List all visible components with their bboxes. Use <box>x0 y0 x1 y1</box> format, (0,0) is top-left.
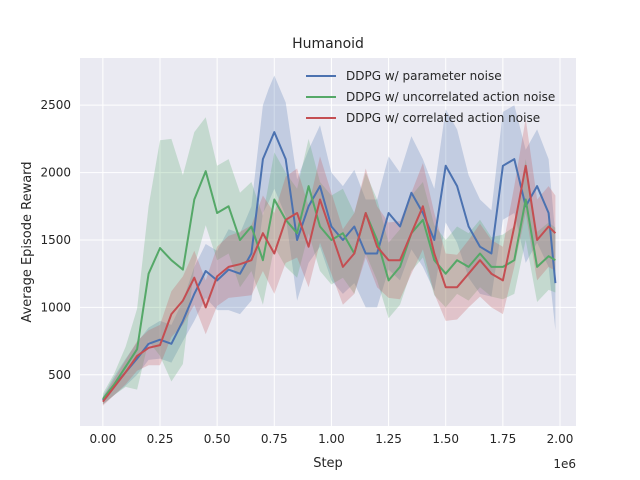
y-axis-label: Average Episode Reward <box>20 161 35 322</box>
series-band <box>102 75 556 405</box>
series-lines <box>102 131 557 403</box>
x-tick-label: 0.50 <box>204 432 231 446</box>
x-tick-label: 1.00 <box>318 432 345 446</box>
series-band <box>102 117 556 405</box>
y-tick-label: 2500 <box>40 98 71 112</box>
y-tick-label: 500 <box>48 368 71 382</box>
legend-label: DDPG w/ correlated action noise <box>346 111 540 125</box>
x-tick-label: 1.75 <box>489 432 516 446</box>
y-tick-label: 1500 <box>40 233 71 247</box>
x-tick-label: 0.75 <box>261 432 288 446</box>
x-tick-label: 1.25 <box>375 432 402 446</box>
series-line <box>102 170 556 400</box>
x-tick-label: 2.00 <box>547 432 574 446</box>
x-offset-label: 1e6 <box>553 457 576 471</box>
legend-label: DDPG w/ uncorrelated action noise <box>346 90 555 104</box>
y-tick-label: 1000 <box>40 300 71 314</box>
x-tick-label: 0.25 <box>147 432 174 446</box>
x-tick-label: 1.50 <box>432 432 459 446</box>
legend: DDPG w/ parameter noise DDPG w/ uncorrela… <box>306 69 555 125</box>
x-axis-label: Step <box>313 456 343 471</box>
series-line <box>102 164 557 403</box>
x-tick-labels: 0.00 0.25 0.50 0.75 1.00 1.25 1.50 1.75 2.00 <box>89 432 573 446</box>
y-tick-labels: 500 1000 1500 2000 2500 <box>40 98 71 382</box>
legend-label: DDPG w/ parameter noise <box>346 69 502 83</box>
x-tick-label: 0.00 <box>89 432 116 446</box>
variance-bands <box>102 75 556 406</box>
series-line <box>102 131 557 402</box>
y-tick-label: 2000 <box>40 166 71 180</box>
series-band <box>102 118 556 406</box>
chart-title: Humanoid <box>292 36 364 52</box>
grid <box>80 58 576 426</box>
